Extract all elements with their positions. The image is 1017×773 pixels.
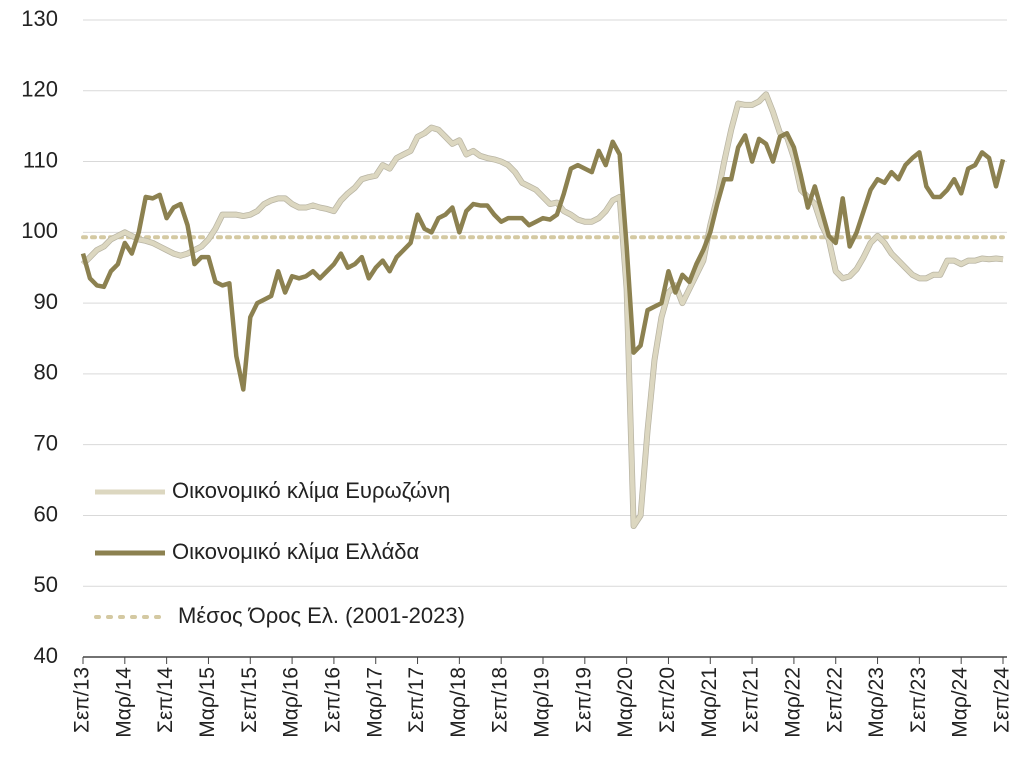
y-tick-label: 50 [34,572,58,597]
y-tick-label: 120 [21,77,58,102]
x-tick-label: Μαρ/21 [698,667,721,738]
y-tick-label: 60 [34,501,58,526]
x-tick-label: Μαρ/22 [781,667,804,738]
x-tick-label: Μαρ/20 [614,667,637,738]
legend-label: Μέσος Όρος Ελ. (2001-2023) [178,603,465,628]
legend-label: Οικονομικό κλίμα Ελλάδα [172,539,420,564]
x-tick-label: Σεπ/21 [740,667,763,733]
y-tick-label: 110 [23,147,58,172]
series-line [81,92,1004,529]
y-tick-label: 100 [21,218,58,243]
y-tick-label: 130 [21,6,58,31]
x-tick-label: Μαρ/24 [949,667,972,738]
x-tick-label: Μαρ/23 [865,667,888,738]
y-tick-label: 90 [34,289,58,314]
x-tick-label: Σεπ/19 [572,667,595,733]
x-tick-label: Σεπ/22 [823,667,846,733]
x-tick-label: Σεπ/20 [656,667,679,733]
x-tick-label: Μαρ/15 [196,667,219,738]
x-tick-label: Σεπ/13 [71,667,94,733]
series-outline [80,91,1004,530]
x-tick-label: Μαρ/14 [112,667,135,738]
x-tick-label: Σεπ/14 [154,667,177,733]
x-tick-label: Σεπ/24 [991,667,1014,733]
x-tick-label: Σεπ/17 [405,667,428,733]
x-tick-label: Μαρ/19 [531,667,554,738]
x-tick-label: Μαρ/17 [363,667,386,738]
x-tick-label: Σεπ/23 [907,667,930,733]
y-tick-label: 70 [34,430,58,455]
x-tick-label: Σεπ/18 [489,667,512,733]
x-tick-label: Μαρ/18 [447,667,470,738]
series-line [80,130,1006,392]
x-tick-label: Σεπ/15 [238,667,261,733]
legend-label: Οικονομικό κλίμα Ευρωζώνη [172,478,450,503]
x-tick-label: Μαρ/16 [280,667,303,738]
y-tick-label: 40 [34,643,58,668]
y-tick-label: 80 [34,360,58,385]
x-tick-label: Σεπ/16 [321,667,344,733]
